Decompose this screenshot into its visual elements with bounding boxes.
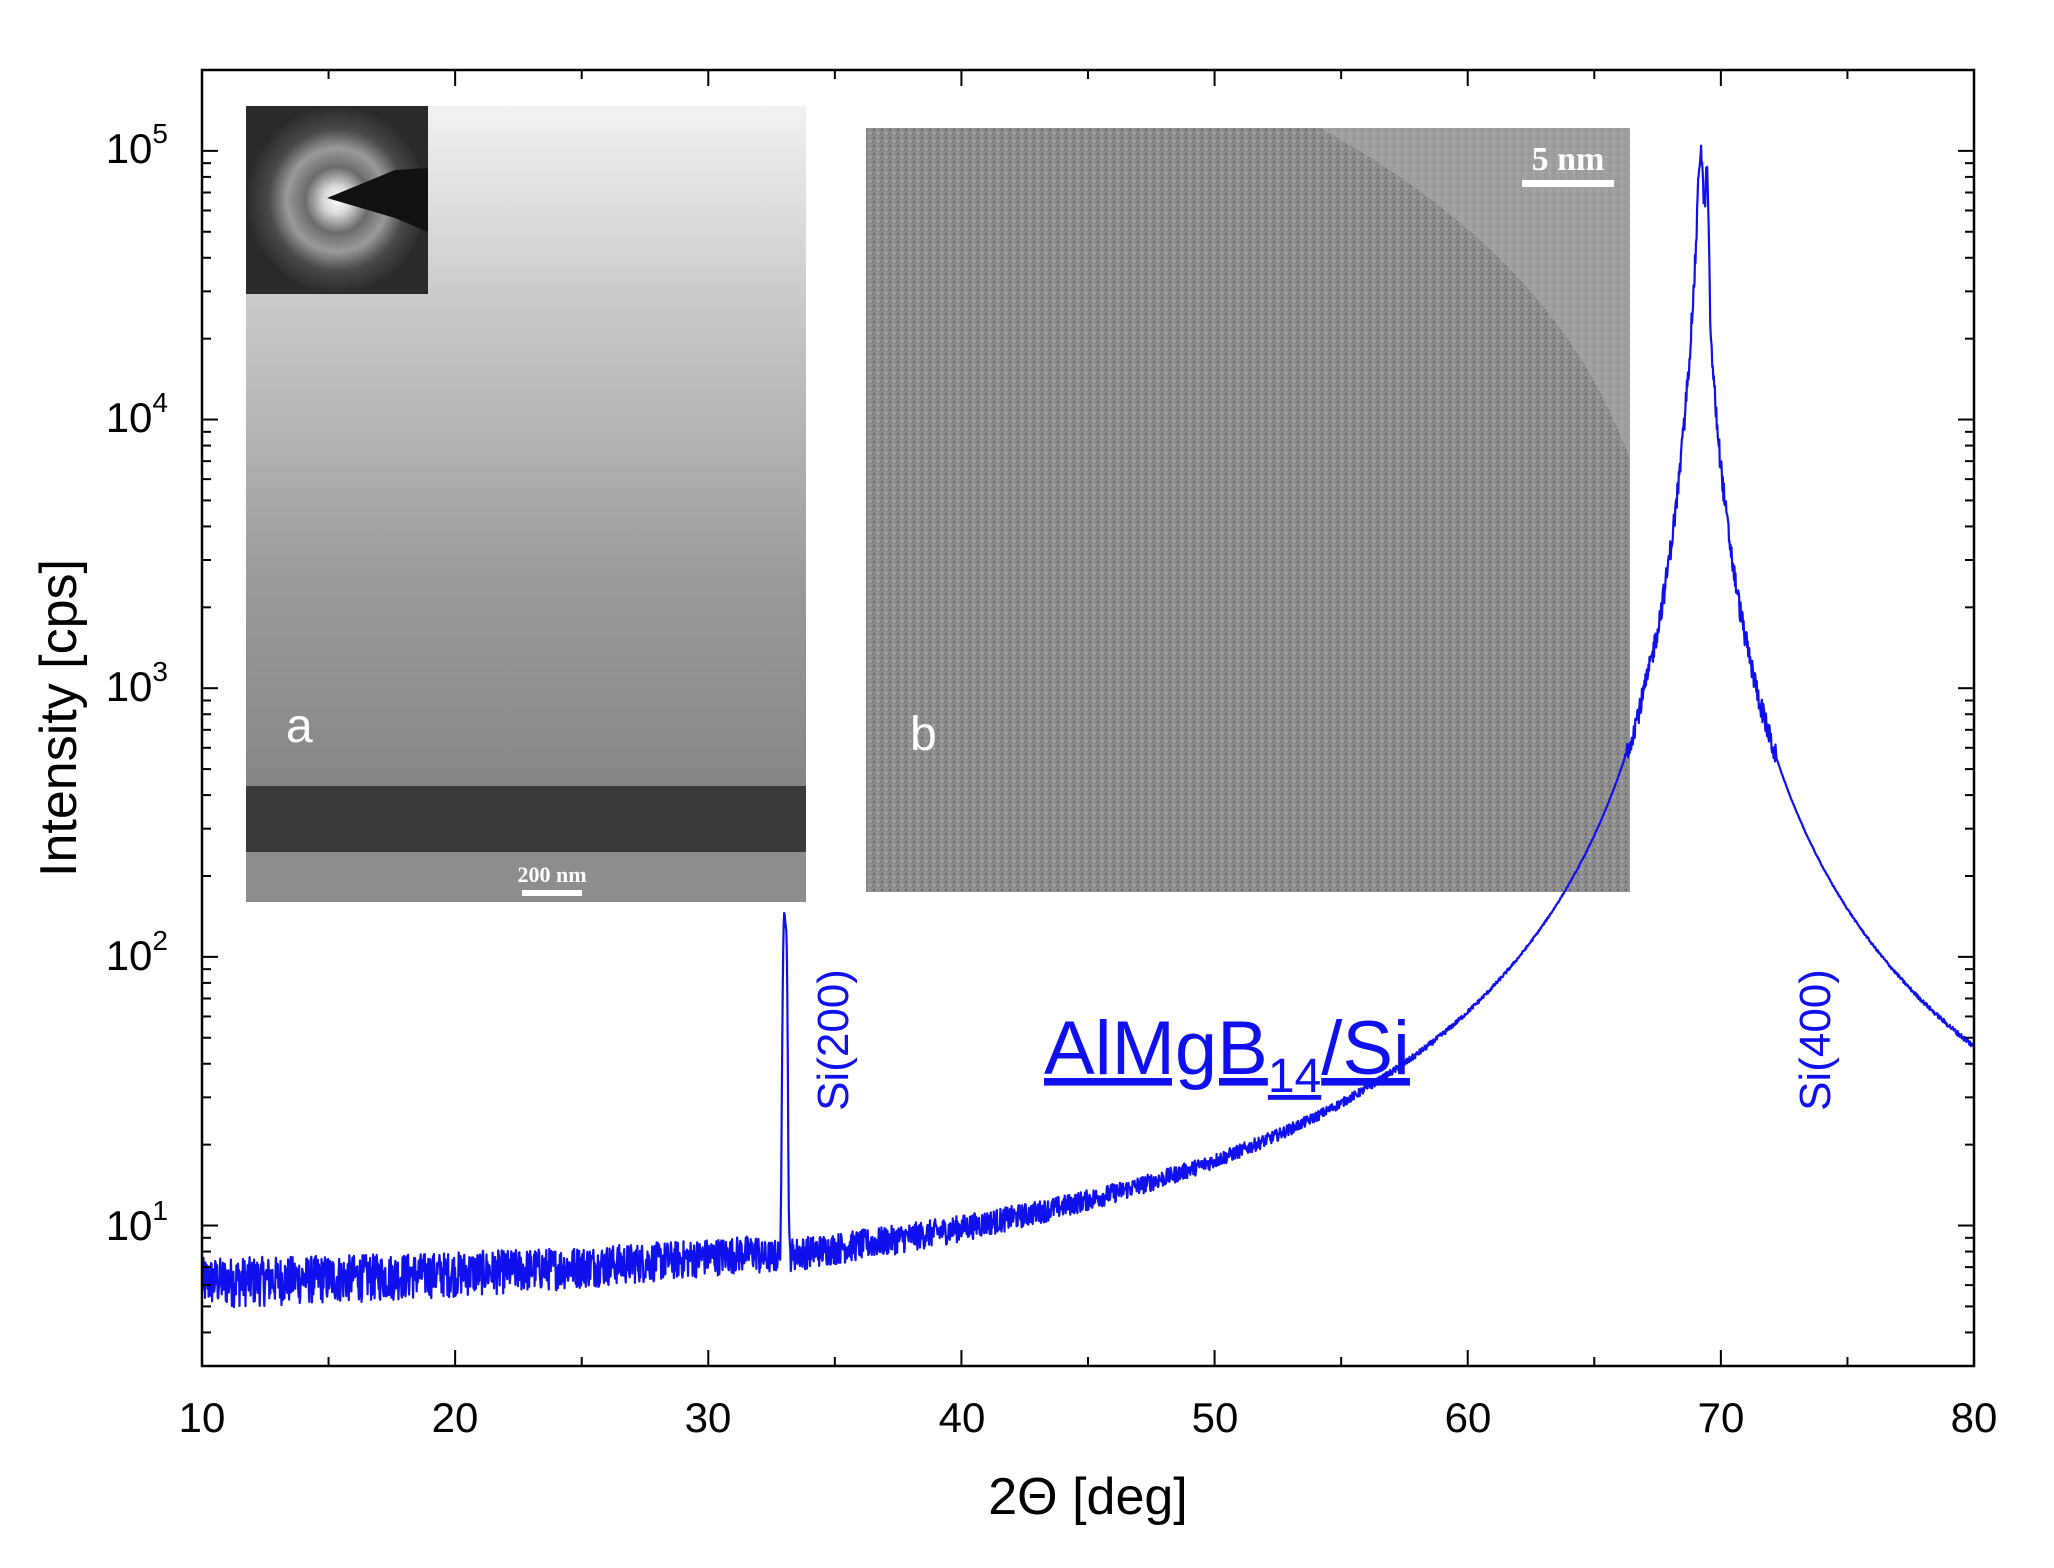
x-tick-label: 60 [1445, 1394, 1492, 1441]
compound-subscript: 14 [1268, 1050, 1321, 1103]
inset-a-scale-bar [522, 890, 582, 896]
inset-b-letter: b [910, 708, 937, 761]
y-tick-base: 10 [106, 125, 153, 172]
inset-a-letter: a [286, 700, 313, 753]
y-tick-label: 103 [106, 656, 168, 710]
x-tick-label: 50 [1192, 1394, 1239, 1441]
y-tick-exponent: 5 [152, 118, 168, 149]
x-tick-label: 20 [432, 1394, 479, 1441]
y-tick-base: 10 [106, 394, 153, 441]
series-line [202, 144, 1974, 1309]
x-tick-label: 30 [685, 1394, 732, 1441]
peak-label-si400: Si(400) [1791, 969, 1840, 1111]
inset-b-scale-bar [1522, 180, 1614, 187]
inset-b: b 5 nm [866, 128, 1630, 892]
axis-ticks [201, 69, 1975, 1367]
x-tick-label: 40 [939, 1394, 986, 1441]
inset-b-scale-bar-label: 5 nm [1532, 141, 1605, 178]
compound-main: AlMgB [1044, 1006, 1268, 1091]
y-axis-title: Intensity [cps] [30, 559, 88, 877]
inset-a-scale-bar-label: 200 nm [517, 862, 586, 887]
y-tick-label: 101 [106, 1195, 168, 1249]
y-tick-base: 10 [106, 663, 153, 710]
y-tick-label: 105 [106, 118, 168, 172]
x-tick-label: 10 [179, 1394, 226, 1441]
x-axis-title: 2Θ [deg] [988, 1468, 1187, 1526]
compound-suffix: /Si [1321, 1006, 1410, 1091]
beam-stop-shape [327, 168, 428, 232]
y-tick-exponent: 3 [152, 656, 168, 687]
y-tick-base: 10 [106, 1202, 153, 1249]
peak-label-si200: Si(200) [809, 969, 858, 1111]
y-tick-labels: 101 102 103 104 105 [106, 118, 168, 1249]
y-tick-base: 10 [106, 932, 153, 979]
y-tick-exponent: 4 [152, 387, 168, 418]
x-tick-label: 80 [1951, 1394, 1998, 1441]
y-tick-label: 104 [106, 387, 168, 441]
x-tick-labels: 10 20 30 40 50 60 70 80 [179, 1394, 1998, 1441]
y-tick-label: 102 [106, 925, 168, 979]
y-tick-exponent: 2 [152, 925, 168, 956]
compound-label: AlMgB14/Si [1044, 1006, 1410, 1103]
inset-a-substrate-band [246, 786, 806, 852]
x-tick-label: 70 [1698, 1394, 1745, 1441]
inset-b-vacuum-region [1320, 128, 1630, 460]
y-tick-exponent: 1 [152, 1195, 168, 1226]
inset-a: a 200 nm [246, 106, 806, 902]
